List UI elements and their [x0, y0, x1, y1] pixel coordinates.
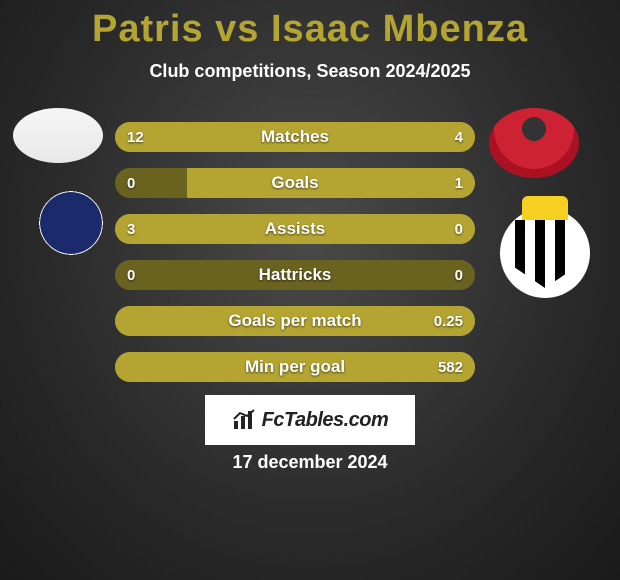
- stat-row-matches: 12 Matches 4: [115, 122, 475, 152]
- chart-icon: [232, 409, 258, 431]
- stat-value-right: 0: [443, 260, 475, 290]
- stat-value-right: 4: [443, 122, 475, 152]
- stat-value-right: 0.25: [422, 306, 475, 336]
- page-title: Patris vs Isaac Mbenza: [0, 0, 620, 51]
- stat-row-goals: 0 Goals 1: [115, 168, 475, 198]
- fctables-label: FcTables.com: [262, 409, 389, 432]
- stat-label: Goals: [115, 168, 475, 198]
- stat-label: Hattricks: [115, 260, 475, 290]
- stats-container: 12 Matches 4 0 Goals 1 3 Assists 0 0 Hat…: [115, 122, 475, 398]
- player-photo-right: [489, 108, 579, 178]
- date-label: 17 december 2024: [0, 452, 620, 473]
- stat-label: Assists: [115, 214, 475, 244]
- team-logo-left: [26, 178, 116, 268]
- subtitle: Club competitions, Season 2024/2025: [0, 61, 620, 82]
- stat-row-mpg: Min per goal 582: [115, 352, 475, 382]
- team-logo-right: [500, 208, 590, 298]
- stat-value-right: 582: [426, 352, 475, 382]
- stat-label: Matches: [115, 122, 475, 152]
- stat-row-assists: 3 Assists 0: [115, 214, 475, 244]
- stat-value-right: 1: [443, 168, 475, 198]
- stat-row-hattricks: 0 Hattricks 0: [115, 260, 475, 290]
- stat-row-gpm: Goals per match 0.25: [115, 306, 475, 336]
- stat-label: Min per goal: [115, 352, 475, 382]
- player-photo-left: [13, 108, 103, 163]
- stat-value-right: 0: [443, 214, 475, 244]
- fctables-logo: FcTables.com: [205, 395, 415, 445]
